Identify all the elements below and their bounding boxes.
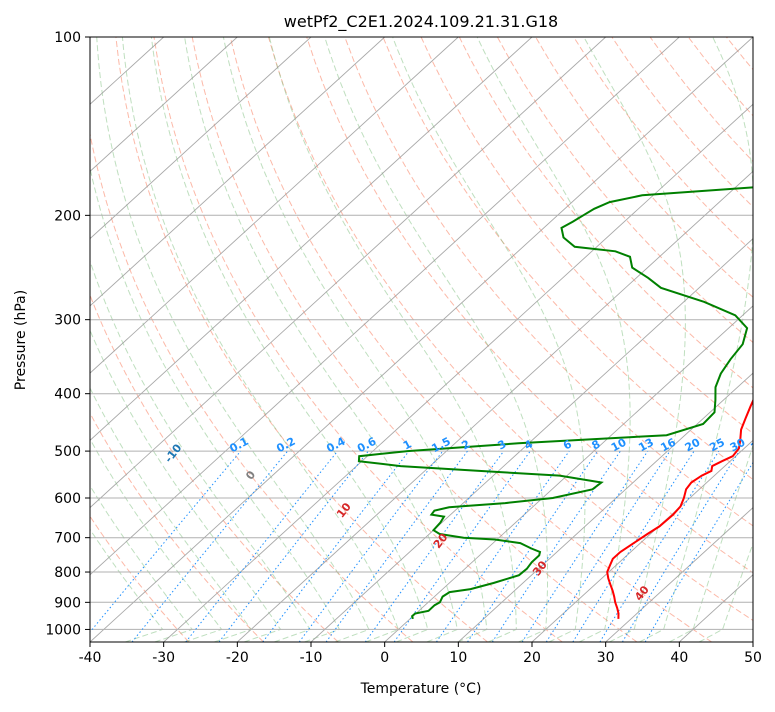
mixing-ratio-lines bbox=[82, 451, 760, 642]
y-tick-label: 300 bbox=[54, 313, 81, 329]
x-tick-label: 40 bbox=[670, 650, 688, 666]
mixing-ratio-line bbox=[263, 451, 409, 642]
mixing-ratio-label: 0.1 bbox=[227, 435, 250, 456]
moist-adiabat bbox=[185, 37, 458, 642]
mixing-ratio-label: 2 bbox=[459, 437, 472, 452]
dry-adiabat bbox=[78, 37, 413, 642]
y-tick-label: 700 bbox=[54, 531, 81, 547]
mixing-ratio-line bbox=[326, 451, 467, 642]
mixing-ratio-label: 0.6 bbox=[355, 435, 379, 456]
x-axis-label: Temperature (°C) bbox=[360, 681, 482, 697]
isotherms bbox=[0, 37, 775, 642]
moist-adiabat bbox=[0, 37, 222, 642]
moist-adiabat bbox=[325, 37, 548, 642]
line-labels: 0.10.20.40.611.52346810131620253036-100-… bbox=[0, 316, 769, 635]
isotherm bbox=[164, 37, 775, 642]
moist-adiabat bbox=[477, 37, 630, 642]
mixing-ratio-label: 0.4 bbox=[324, 435, 348, 456]
y-axis-label: Pressure (hPa) bbox=[13, 290, 29, 390]
profile-series bbox=[359, 37, 775, 619]
mixing-ratio-line bbox=[546, 451, 670, 642]
y-tick-label: 500 bbox=[54, 444, 81, 460]
dry-adiabat bbox=[116, 37, 488, 642]
dry-adiabat bbox=[765, 37, 775, 642]
mixing-ratio-line bbox=[82, 451, 241, 642]
pressure-gridlines bbox=[90, 37, 753, 629]
x-tick-label: 50 bbox=[744, 650, 762, 666]
x-tick-label: -30 bbox=[152, 650, 175, 666]
y-tick-label: 600 bbox=[54, 491, 81, 507]
x-axis-ticks: -40 -30 -20 -10 0 10 20 30 40 50 bbox=[79, 642, 762, 666]
isotherm bbox=[0, 37, 458, 642]
moist-adiabat bbox=[74, 37, 340, 642]
isotherm bbox=[0, 37, 532, 642]
dry-adiabat bbox=[688, 37, 775, 642]
moist-adiabat bbox=[33, 37, 281, 642]
x-tick-label: -40 bbox=[79, 650, 102, 666]
dry-adiabat-label: 40 bbox=[632, 583, 652, 603]
chart-title: wetPf2_C2E1.2024.109.21.31.G18 bbox=[284, 12, 558, 32]
x-tick-label: -20 bbox=[226, 650, 249, 666]
isotherm bbox=[0, 37, 237, 642]
y-tick-label: 100 bbox=[54, 30, 81, 46]
mixing-ratio-line bbox=[622, 451, 739, 642]
mixing-ratio-line bbox=[436, 451, 569, 642]
dry-adiabat bbox=[650, 37, 775, 642]
y-tick-label: 200 bbox=[54, 208, 81, 224]
y-tick-label: 800 bbox=[54, 565, 81, 581]
isotherm bbox=[0, 37, 311, 642]
dry-adiabat bbox=[230, 37, 711, 642]
dry-adiabat bbox=[269, 37, 775, 642]
moist-adiabat bbox=[584, 37, 686, 642]
x-tick-label: 10 bbox=[449, 650, 467, 666]
isotherm bbox=[753, 37, 775, 642]
dewpoint-line bbox=[359, 37, 775, 619]
isotherm bbox=[16, 37, 679, 642]
x-tick-label: 0 bbox=[380, 650, 389, 666]
isotherm bbox=[0, 37, 606, 642]
x-tick-label: -10 bbox=[300, 650, 323, 666]
mixing-ratio-line bbox=[299, 451, 443, 642]
x-tick-label: 20 bbox=[523, 650, 541, 666]
dry-adiabat-label: -10 bbox=[162, 441, 185, 465]
y-tick-label: 900 bbox=[54, 595, 81, 611]
y-tick-label: 1000 bbox=[45, 622, 81, 638]
mixing-ratio-line bbox=[573, 451, 694, 642]
y-tick-label: 400 bbox=[54, 387, 81, 403]
y-axis-ticks: 100 200 300 400 500 600 700 800 900 1000 bbox=[45, 30, 90, 638]
mixing-ratio-line bbox=[186, 451, 338, 642]
mixing-ratio-line bbox=[468, 451, 598, 642]
mixing-ratio-line bbox=[492, 451, 620, 642]
mixing-ratio-line bbox=[645, 451, 760, 642]
mixing-ratio-label: 1.5 bbox=[429, 435, 452, 456]
moist-adiabat bbox=[699, 37, 775, 642]
dry-adiabat-label: 0 bbox=[243, 468, 258, 482]
dry-adiabat bbox=[345, 37, 775, 642]
x-tick-label: 30 bbox=[597, 650, 615, 666]
isotherm bbox=[90, 37, 753, 642]
mixing-ratio-line bbox=[219, 451, 368, 642]
